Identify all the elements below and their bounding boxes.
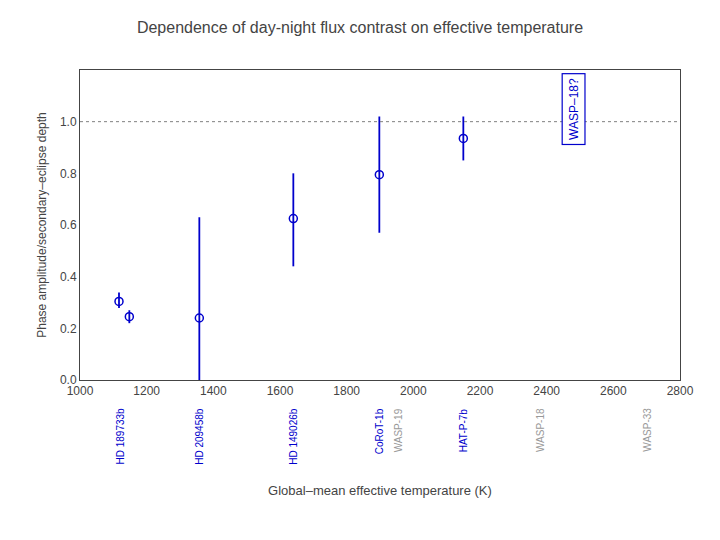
- svg-text:1.0: 1.0: [60, 115, 77, 129]
- svg-text:0.8: 0.8: [60, 167, 77, 181]
- svg-text:1800: 1800: [333, 384, 360, 398]
- svg-text:0.2: 0.2: [60, 322, 77, 336]
- svg-text:1400: 1400: [200, 384, 227, 398]
- svg-text:CoRoT-1b: CoRoT-1b: [374, 408, 385, 454]
- svg-text:1200: 1200: [133, 384, 160, 398]
- svg-text:2800: 2800: [667, 384, 694, 398]
- svg-text:Dependence of day-night flux c: Dependence of day-night flux contrast on…: [137, 19, 583, 36]
- svg-text:HAT-P-7b: HAT-P-7b: [458, 409, 469, 453]
- svg-text:WASP-19: WASP-19: [393, 408, 404, 452]
- svg-text:2200: 2200: [467, 384, 494, 398]
- svg-text:0.0: 0.0: [60, 373, 77, 387]
- svg-text:1000: 1000: [67, 384, 94, 398]
- svg-text:0.6: 0.6: [60, 218, 77, 232]
- svg-text:WASP-33: WASP-33: [642, 408, 653, 452]
- svg-text:1600: 1600: [267, 384, 294, 398]
- svg-text:HD 209458b: HD 209458b: [194, 408, 205, 465]
- svg-text:2400: 2400: [533, 384, 560, 398]
- svg-text:2600: 2600: [600, 384, 627, 398]
- svg-text:HD 149026b: HD 149026b: [288, 408, 299, 465]
- svg-text:HD 189733b: HD 189733b: [115, 408, 126, 465]
- svg-text:0.4: 0.4: [60, 270, 77, 284]
- svg-text:WASP-18: WASP-18: [535, 408, 546, 452]
- svg-text:WASP–18?: WASP–18?: [567, 78, 581, 140]
- svg-text:Global–mean effective temperat: Global–mean effective temperature (K): [268, 483, 492, 498]
- svg-text:2000: 2000: [400, 384, 427, 398]
- svg-text:Phase amplitude/secondary–ecli: Phase amplitude/secondary–eclipse depth: [35, 112, 49, 337]
